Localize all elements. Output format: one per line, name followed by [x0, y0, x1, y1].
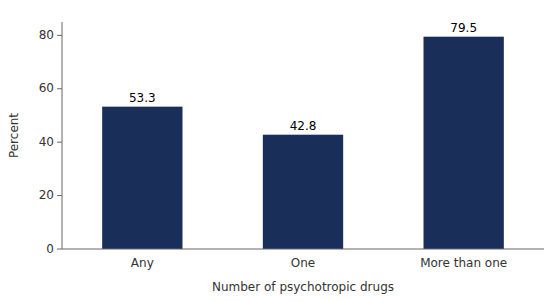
data-label: 53.3 [129, 91, 156, 105]
y-tick-label: 20 [39, 188, 54, 202]
y-tick-label: 0 [46, 242, 54, 256]
x-axis-label: Number of psychotropic drugs [212, 280, 394, 294]
chart-container: 0 20 40 60 80 53.3 42.8 79.5 Any One More than one… [0, 0, 560, 301]
y-tick [57, 195, 62, 196]
y-tick [57, 88, 62, 89]
bar [102, 107, 182, 249]
x-tick-label: Any [131, 256, 154, 270]
x-tick-label: One [291, 256, 315, 270]
y-axis-label: Percent [7, 113, 21, 158]
y-tick-label: 60 [39, 81, 54, 95]
y-tick-label: 40 [39, 135, 54, 149]
x-tick-label: More than one [420, 256, 507, 270]
y-tick [57, 249, 62, 250]
y-tick [57, 35, 62, 36]
bar [263, 135, 343, 249]
y-tick-label: 80 [39, 28, 54, 42]
y-tick [57, 142, 62, 143]
bars [102, 37, 504, 249]
y-axis-line [62, 22, 63, 249]
x-axis-line [62, 249, 544, 250]
data-label: 42.8 [290, 119, 317, 133]
chart: 0 20 40 60 80 53.3 42.8 79.5 Any One More than one… [0, 0, 560, 301]
bar [424, 37, 504, 249]
data-label: 79.5 [450, 21, 477, 35]
